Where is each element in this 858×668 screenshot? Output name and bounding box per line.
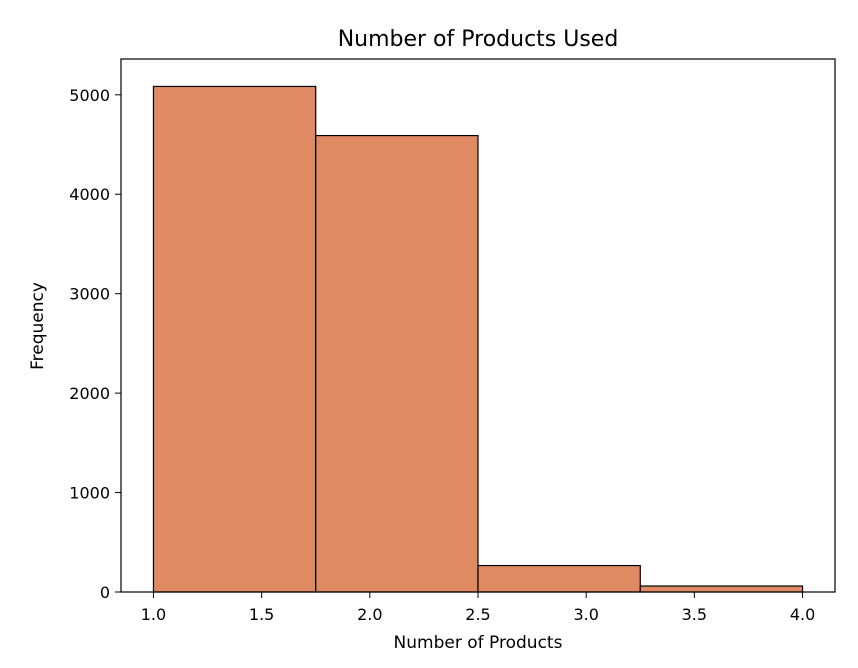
x-tick-label: 3.5 (682, 605, 707, 624)
y-tick-label: 5000 (69, 86, 110, 105)
x-tick-label: 3.0 (573, 605, 598, 624)
y-tick-label: 1000 (69, 484, 110, 503)
x-tick-label: 4.0 (790, 605, 815, 624)
x-tick-label: 2.0 (357, 605, 382, 624)
histogram-bar-2 (315, 134, 479, 593)
x-axis-label: Number of Products (394, 633, 563, 653)
x-tick-label: 1.0 (141, 605, 166, 624)
bars-group (152, 85, 804, 593)
y-axis-label: Frequency (28, 282, 48, 370)
y-tick-label: 2000 (69, 384, 110, 403)
y-tick-label: 4000 (69, 185, 110, 204)
chart-title: Number of Products Used (338, 27, 619, 52)
y-tick-label: 3000 (69, 285, 110, 304)
x-axis-ticks: 1.0 1.5 2.0 2.5 3.0 3.5 4.0 (141, 592, 815, 624)
y-axis-ticks: 0 1000 2000 3000 4000 5000 (69, 86, 121, 602)
x-tick-label: 1.5 (249, 605, 274, 624)
histogram-bar-3 (477, 564, 641, 593)
histogram-bar-4 (639, 585, 804, 593)
y-tick-label: 0 (100, 583, 110, 602)
histogram-bar-1 (152, 85, 317, 593)
x-tick-label: 2.5 (465, 605, 490, 624)
plot-frame (120, 58, 836, 593)
